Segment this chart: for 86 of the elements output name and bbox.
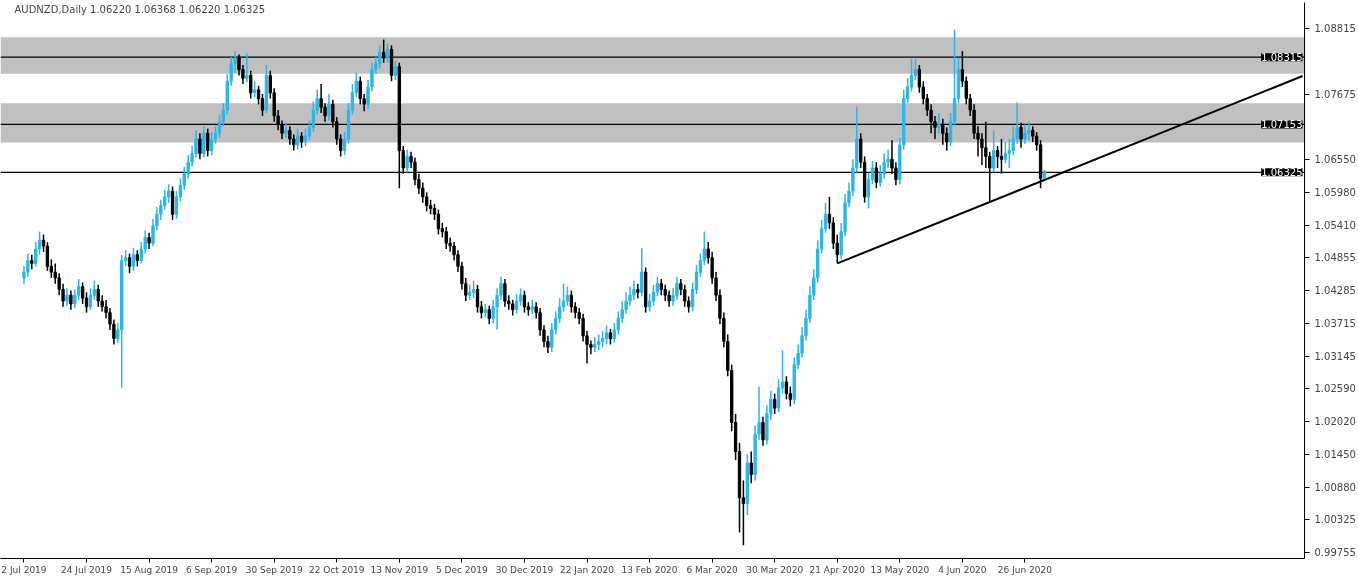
x-tick-label: 21 Apr 2020 [809, 564, 866, 575]
candlestick [655, 275, 660, 298]
x-tick-label: 30 Dec 2019 [495, 564, 554, 575]
chart-title: AUDNZD,Daily 1.06220 1.06368 1.06220 1.06325 [14, 4, 265, 15]
candlestick [170, 185, 175, 221]
candlestick [514, 293, 519, 315]
candlestick [651, 284, 656, 307]
candlestick [1003, 141, 1008, 165]
candlestick [45, 241, 50, 272]
candlestick [69, 289, 73, 311]
ref-line-label: 1.08315 [1261, 52, 1303, 64]
y-tick-label: 1.04285 [1314, 285, 1356, 297]
x-tick-label: 4 Jun 2020 [938, 564, 987, 575]
candlestick [249, 70, 253, 100]
candlestick [636, 282, 640, 299]
x-tick-label: 2 Jul 2019 [1, 564, 47, 575]
candlestick [209, 131, 214, 156]
candlestick [198, 132, 202, 161]
candlestick [784, 375, 789, 401]
candlestick [206, 127, 210, 158]
x-tick-label: 30 Sep 2019 [245, 564, 303, 575]
candlestick [937, 112, 941, 135]
y-tick-label: 1.02590 [1314, 383, 1356, 395]
ref-line-label: 1.07153 [1261, 119, 1303, 131]
candlestick [995, 145, 1000, 169]
x-tick-label: 22 Jan 2020 [560, 564, 615, 575]
candlestick [284, 122, 288, 139]
y-tick-label: 0.99755 [1314, 547, 1356, 559]
x-tick-label: 24 Jul 2019 [61, 564, 113, 575]
y-tick-label: 1.03715 [1314, 318, 1356, 330]
candlestick [565, 285, 570, 307]
candlestick [604, 324, 609, 346]
candlestick [80, 281, 85, 305]
candlestick [202, 125, 206, 159]
candlestick [773, 392, 777, 415]
x-tick-label: 13 Nov 2019 [370, 564, 429, 575]
x-tick-label: 13 Feb 2020 [621, 564, 678, 575]
candlestick [96, 284, 100, 308]
candlestick [378, 44, 382, 70]
y-tick-label: 1.03145 [1314, 351, 1356, 363]
y-tick-label: 1.05410 [1314, 220, 1356, 232]
candlestick [475, 284, 480, 314]
x-tick-label: 30 Mar 2020 [746, 564, 804, 575]
candlestick [327, 93, 331, 122]
x-tick-label: 13 May 2020 [870, 564, 930, 575]
y-tick-label: 1.05980 [1314, 187, 1356, 199]
x-tick-label: 26 Jun 2020 [997, 564, 1053, 575]
candlestick [788, 385, 792, 408]
candlestick [405, 148, 409, 174]
candlestick [749, 450, 753, 485]
y-tick-label: 1.07675 [1314, 89, 1356, 101]
candlestick [503, 278, 507, 308]
x-tick-label: 5 Dec 2019 [436, 564, 489, 575]
candlestick [127, 252, 132, 275]
x-tick-label: 6 Mar 2020 [686, 564, 739, 575]
x-tick-label: 22 Oct 2019 [308, 564, 365, 575]
x-tick-label: 15 Aug 2019 [120, 564, 179, 575]
candlestick [30, 254, 34, 270]
y-tick-label: 1.04855 [1314, 252, 1356, 264]
x-tick-label: 6 Sep 2019 [185, 564, 238, 575]
candlestick [385, 42, 390, 64]
ref-line-label: 1.06325 [1261, 167, 1303, 179]
candlestick [487, 304, 491, 325]
candlestick [166, 183, 171, 204]
y-tick-label: 1.00880 [1314, 482, 1356, 494]
candlestick [866, 171, 871, 210]
candlestick [640, 247, 644, 298]
candlestick [593, 336, 597, 353]
candlestick [776, 378, 781, 413]
candlestick [444, 226, 448, 250]
candlestick [612, 322, 617, 344]
y-tick-label: 1.08815 [1314, 23, 1356, 35]
candlestick [217, 113, 222, 139]
y-tick-label: 1.00325 [1314, 514, 1356, 526]
candlestick [393, 60, 398, 81]
y-tick-label: 1.01450 [1314, 449, 1356, 461]
candlestick [1027, 120, 1031, 141]
candlestick [991, 129, 996, 174]
y-tick-label: 1.02020 [1314, 416, 1356, 428]
candlestick [245, 52, 249, 84]
candlestick [1023, 123, 1027, 145]
candlestick [260, 93, 265, 117]
candlestick [131, 247, 136, 272]
candlestick [761, 416, 765, 447]
candlestick [382, 38, 386, 64]
y-tick-label: 1.06550 [1314, 154, 1356, 166]
